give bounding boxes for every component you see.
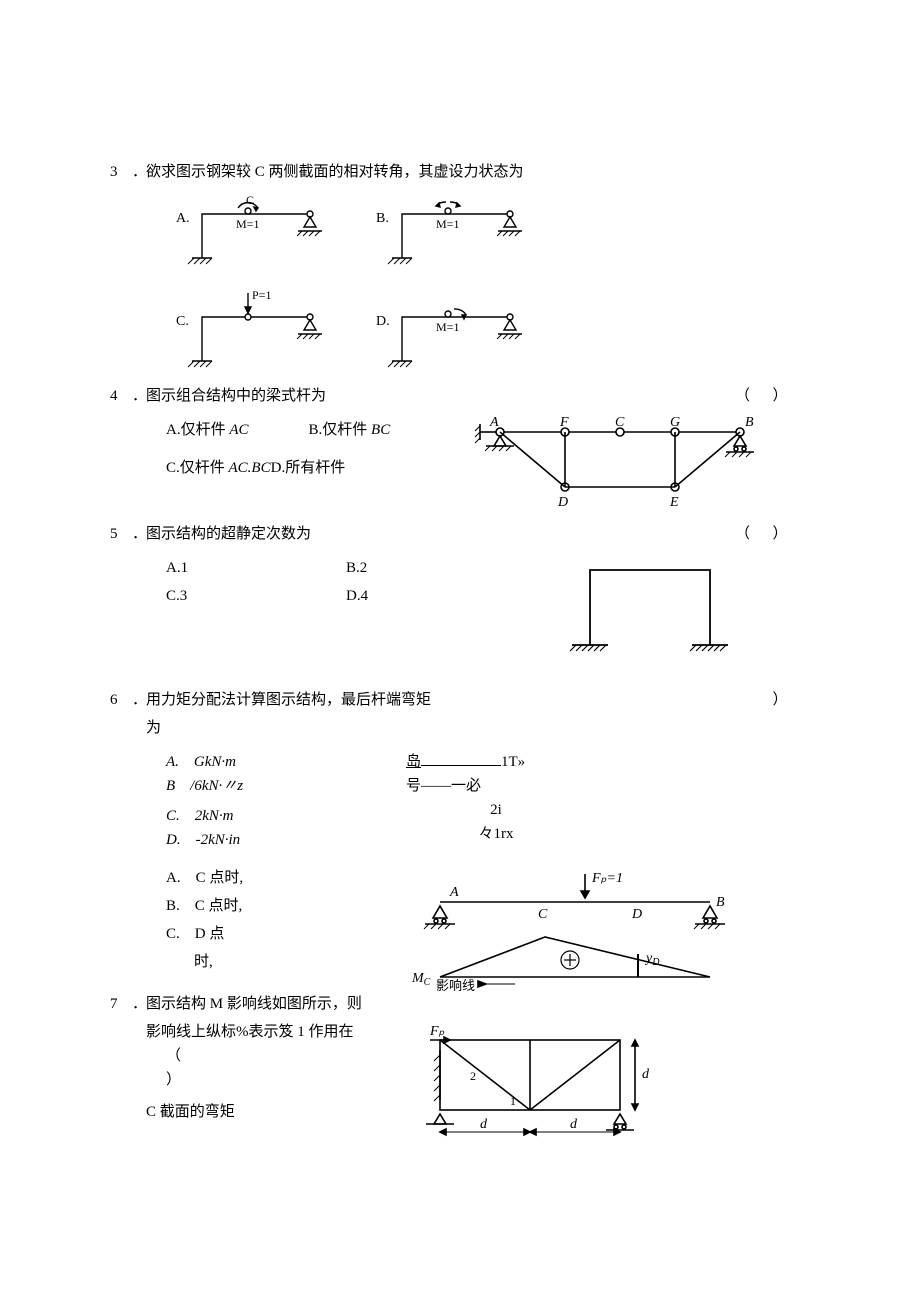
q6-right-text: 岛1T» 号——一必 2i 々1rx bbox=[406, 750, 810, 846]
q3-diagram-d: D. M=1 bbox=[370, 281, 540, 376]
q7-text1: 图示结构 M 影响线如图所示，则 bbox=[146, 992, 810, 1016]
q7-paren-l: （ bbox=[110, 1044, 410, 1068]
q3-text: 欲求图示钢架较 C 两侧截面的相对转角，其虚设力状态为 bbox=[146, 160, 810, 184]
q7-last: C 截面的弯矩 bbox=[110, 1100, 410, 1124]
svg-text:B: B bbox=[716, 895, 725, 910]
q6-dot: ． bbox=[132, 688, 146, 712]
q6-option-c: C. 2kN·m bbox=[166, 804, 406, 828]
svg-text:A: A bbox=[449, 885, 459, 900]
q7-diagram-top: Fₚ=1 A B C D yD MC 影响线 bbox=[410, 862, 740, 992]
q7-number: 7 bbox=[110, 992, 132, 1016]
svg-text:d: d bbox=[570, 1117, 578, 1132]
q5-number: 5 bbox=[110, 522, 132, 546]
q6-paren: ） bbox=[772, 688, 810, 712]
q3-label-c: C. bbox=[176, 314, 189, 329]
svg-text:影响线: 影响线 bbox=[436, 978, 475, 992]
q7-subopt-b: B. C 点时, bbox=[166, 894, 410, 918]
q5-option-b: B.2 bbox=[346, 556, 526, 580]
q6-text2: 为 bbox=[110, 716, 810, 740]
q7-subopt-a: A. C 点时, bbox=[166, 866, 410, 890]
svg-text:F: F bbox=[559, 415, 569, 430]
svg-text:MC: MC bbox=[411, 971, 431, 988]
q5-option-c: C.3 bbox=[166, 584, 346, 608]
q3-m-d: M=1 bbox=[436, 320, 459, 334]
q4-text: 图示组合结构中的梁式杆为 bbox=[146, 388, 326, 404]
svg-text:G: G bbox=[670, 415, 680, 430]
q5-dot: ． bbox=[132, 522, 146, 546]
q6-option-a: A. GkN·m bbox=[166, 750, 406, 774]
svg-text:E: E bbox=[669, 495, 679, 510]
q7-subopt-c1: C. D 点 bbox=[166, 922, 410, 946]
svg-text:yD: yD bbox=[644, 951, 660, 968]
q3-diagram-b: B. M=1 bbox=[370, 188, 540, 273]
svg-text:B: B bbox=[745, 415, 754, 430]
svg-text:d: d bbox=[480, 1117, 488, 1132]
q4-paren: （） bbox=[735, 384, 810, 408]
q6-option-d: D. -2kN·in bbox=[166, 828, 406, 852]
svg-text:d: d bbox=[642, 1067, 650, 1082]
q3-dot: ． bbox=[132, 160, 146, 184]
svg-text:2: 2 bbox=[470, 1069, 476, 1083]
q4-dot: ． bbox=[132, 384, 146, 408]
question-6: 6 ． 用力矩分配法计算图示结构，最后杆端弯矩 ） bbox=[110, 688, 810, 712]
q3-diagram-c: C. P=1 bbox=[170, 281, 340, 376]
svg-text:C: C bbox=[615, 415, 625, 430]
q5-option-a: A.1 bbox=[166, 556, 346, 580]
q3-p-c: P=1 bbox=[252, 288, 271, 302]
svg-text:D: D bbox=[557, 495, 568, 510]
svg-text:Fₚ: Fₚ bbox=[429, 1024, 445, 1039]
svg-text:D: D bbox=[631, 907, 642, 922]
q3-m-a: M=1 bbox=[236, 217, 259, 231]
q6-option-b: B /6kN·〃z bbox=[166, 774, 406, 798]
q3-label-b: B. bbox=[376, 211, 389, 226]
q7-diagram-bot: Fₚ 2 1 d bbox=[410, 1020, 670, 1140]
svg-text:1: 1 bbox=[510, 1094, 516, 1108]
q5-option-d: D.4 bbox=[346, 584, 526, 608]
q6-text1: 用力矩分配法计算图示结构，最后杆端弯矩 bbox=[146, 692, 431, 708]
q4-number: 4 bbox=[110, 384, 132, 408]
q3-label-a: A. bbox=[176, 211, 190, 226]
q3-label-d: D. bbox=[376, 314, 390, 329]
q3-m-b: M=1 bbox=[436, 217, 459, 231]
q3-diagram-a: A. C M=1 bbox=[170, 188, 340, 273]
question-5: 5 ． 图示结构的超静定次数为 （） bbox=[110, 522, 810, 546]
q7-text2: 影响线上纵标%表示笈 1 作用在 bbox=[110, 1020, 410, 1044]
question-3: 3 ． 欲求图示钢架较 C 两侧截面的相对转角，其虚设力状态为 bbox=[110, 160, 810, 184]
q3-number: 3 bbox=[110, 160, 132, 184]
q7-dot: ． bbox=[132, 992, 146, 1016]
svg-text:A: A bbox=[489, 415, 499, 430]
q7-subopt-c2: 时, bbox=[166, 950, 410, 974]
q5-text: 图示结构的超静定次数为 bbox=[146, 526, 311, 542]
q3-hinge-c: C bbox=[246, 193, 254, 207]
svg-text:C: C bbox=[538, 907, 548, 922]
q5-paren: （） bbox=[735, 522, 810, 546]
question-7: 7 ． 图示结构 M 影响线如图所示，则 bbox=[110, 992, 810, 1016]
q5-diagram bbox=[560, 550, 740, 670]
q4-option-b: B.仅杆件 BC bbox=[309, 418, 391, 442]
q6-number: 6 bbox=[110, 688, 132, 712]
q4-option-cd: C.仅杆件 AC.BCD.所有杆件 bbox=[166, 456, 470, 480]
q4-diagram: A F C G B D E bbox=[470, 412, 770, 522]
question-4: 4 ． 图示组合结构中的梁式杆为 （） bbox=[110, 384, 810, 408]
svg-text:Fₚ=1: Fₚ=1 bbox=[591, 871, 623, 886]
q7-paren-r: ） bbox=[110, 1068, 410, 1092]
q4-option-a: A.仅杆件 AC bbox=[166, 418, 249, 442]
q3-diagrams: A. C M=1 bbox=[110, 188, 810, 376]
